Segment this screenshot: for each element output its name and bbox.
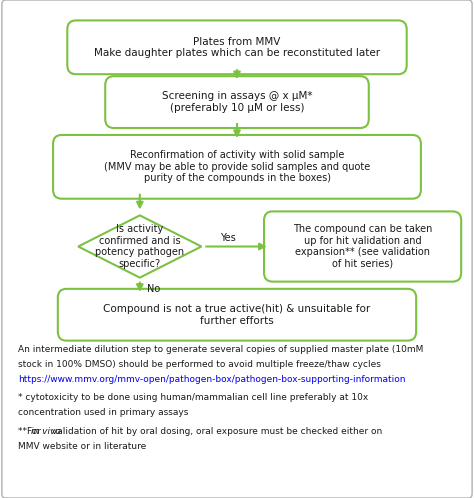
FancyBboxPatch shape: [53, 135, 421, 199]
Text: * cytotoxicity to be done using human/mammalian cell line preferably at 10x: * cytotoxicity to be done using human/ma…: [18, 393, 368, 402]
Text: Compound is not a true active(hit) & unsuitable for
further efforts: Compound is not a true active(hit) & uns…: [103, 304, 371, 326]
Text: Screening in assays @ x μM*
(preferably 10 μM or less): Screening in assays @ x μM* (preferably …: [162, 91, 312, 113]
Text: **For: **For: [18, 427, 44, 436]
Text: https://www.mmv.org/mmv-open/pathogen-box/pathogen-box-supporting-information: https://www.mmv.org/mmv-open/pathogen-bo…: [18, 374, 406, 383]
Text: MMV website or in literature: MMV website or in literature: [18, 442, 146, 451]
FancyBboxPatch shape: [264, 211, 461, 282]
Text: The compound can be taken
up for hit validation and
expansion** (see validation
: The compound can be taken up for hit val…: [293, 224, 432, 269]
Text: No: No: [147, 283, 161, 294]
Text: An intermediate dilution step to generate several copies of supplied master plat: An intermediate dilution step to generat…: [18, 345, 423, 354]
Polygon shape: [78, 215, 201, 277]
Text: Plates from MMV
Make daughter plates which can be reconstituted later: Plates from MMV Make daughter plates whi…: [94, 36, 380, 58]
Text: Yes: Yes: [219, 233, 236, 243]
FancyBboxPatch shape: [58, 289, 416, 341]
FancyBboxPatch shape: [105, 76, 369, 128]
Text: Reconfirmation of activity with solid sample
(MMV may be able to provide solid s: Reconfirmation of activity with solid sa…: [104, 150, 370, 183]
Text: stock in 100% DMSO) should be performed to avoid multiple freeze/thaw cycles: stock in 100% DMSO) should be performed …: [18, 360, 381, 369]
Text: validation of hit by oral dosing, oral exposure must be checked either on: validation of hit by oral dosing, oral e…: [49, 427, 383, 436]
Text: concentration used in primary assays: concentration used in primary assays: [18, 408, 188, 417]
FancyBboxPatch shape: [67, 20, 407, 74]
Text: in vivo: in vivo: [31, 427, 61, 436]
Text: Is activity
confirmed and is
potency pathogen
specific?: Is activity confirmed and is potency pat…: [95, 224, 184, 269]
